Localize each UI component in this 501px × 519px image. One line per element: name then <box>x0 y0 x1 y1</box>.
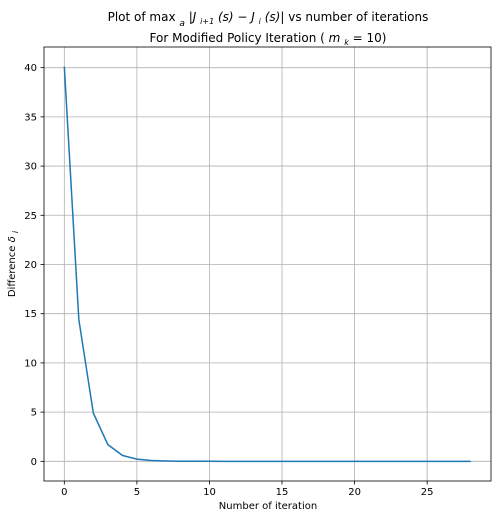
y-tick-label: 0 <box>31 457 37 468</box>
y-tick-label: 30 <box>24 162 37 173</box>
y-tick-label: 40 <box>24 63 37 74</box>
y-tick-label: 5 <box>31 408 37 419</box>
y-tick-label: 10 <box>24 358 37 369</box>
x-tick-label: 10 <box>203 487 216 498</box>
x-tick-label: 15 <box>276 487 289 498</box>
y-tick-label: 20 <box>24 260 37 271</box>
y-tick-label: 15 <box>24 309 37 320</box>
y-tick-label: 35 <box>24 112 37 123</box>
x-tick-label: 0 <box>61 487 67 498</box>
x-axis-label: Number of iteration <box>219 501 317 512</box>
x-tick-label: 20 <box>348 487 361 498</box>
x-tick-label: 25 <box>421 487 434 498</box>
y-tick-label: 25 <box>24 211 37 222</box>
x-tick-label: 5 <box>134 487 140 498</box>
